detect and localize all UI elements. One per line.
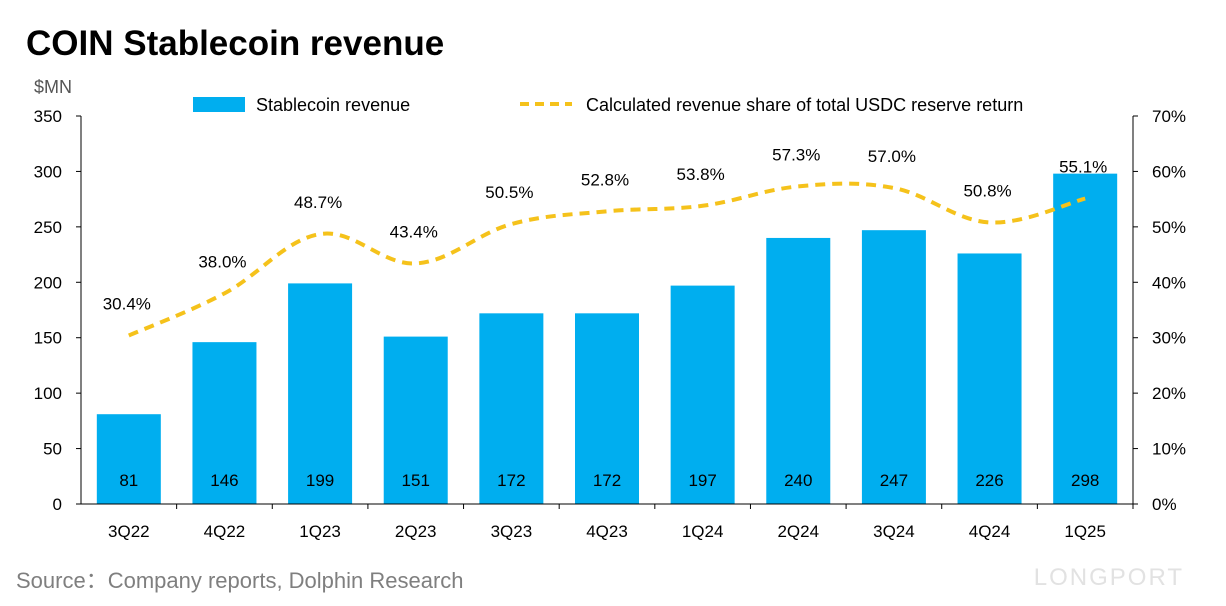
line-label-1Q23: 48.7% (294, 193, 342, 212)
bar-label-1Q25: 298 (1071, 471, 1099, 490)
y2-tick-label: 70% (1152, 107, 1186, 126)
bar-label-3Q22: 81 (119, 471, 138, 490)
bar-label-3Q24: 247 (880, 471, 908, 490)
line-label-3Q23: 50.5% (485, 183, 533, 202)
y-tick-label: 200 (34, 273, 62, 292)
bar-3Q24 (861, 230, 926, 504)
bar-4Q24 (957, 253, 1022, 504)
x-tick-label: 4Q24 (969, 522, 1011, 541)
y-tick-label: 300 (34, 162, 62, 181)
bar-label-1Q23: 199 (306, 471, 334, 490)
y2-tick-label: 10% (1152, 440, 1186, 459)
bar-label-1Q24: 197 (688, 471, 716, 490)
line-label-4Q22: 38.0% (198, 252, 246, 271)
y2-tick-label: 0% (1152, 495, 1177, 514)
y2-tick-label: 20% (1152, 384, 1186, 403)
chart-title: COIN Stablecoin revenue (26, 24, 445, 63)
x-tick-label: 2Q23 (395, 522, 437, 541)
line-label-2Q24: 57.3% (772, 145, 820, 164)
bar-1Q25 (1053, 173, 1118, 504)
line-label-1Q24: 53.8% (677, 165, 725, 184)
legend-swatch-bar (193, 97, 245, 112)
y-tick-label: 0 (53, 495, 62, 514)
y-axis-label: $MN (34, 77, 72, 97)
bar-4Q22 (192, 342, 257, 504)
y2-tick-label: 60% (1152, 162, 1186, 181)
bar-4Q23 (575, 313, 639, 504)
legend: Stablecoin revenue Calculated revenue sh… (193, 95, 1023, 115)
legend-label-bar: Stablecoin revenue (256, 95, 410, 115)
bar-label-4Q24: 226 (975, 471, 1003, 490)
bar-label-group: 81 146 199 151 172 172 197 240 247 226 298 (119, 471, 1099, 490)
bar-1Q24 (670, 285, 735, 504)
y-tick-label: 50 (43, 440, 62, 459)
y-tick-label: 100 (34, 384, 62, 403)
x-tick-label: 2Q24 (777, 522, 819, 541)
y-tick-label: 150 (34, 329, 62, 348)
line-label-1Q25: 55.1% (1059, 158, 1107, 177)
bar-3Q23 (479, 313, 544, 504)
line-group: 30.4% 38.0% 48.7% 43.4% 50.5% 52.8% 53.8% 57.3%… (103, 145, 1107, 338)
x-tick-label: 3Q23 (491, 522, 533, 541)
bar-1Q23 (288, 283, 353, 504)
axes: 0 50 100 150 200 250 300 350 0% 10% 20% 30% 40% 50% 60… (34, 107, 1186, 541)
y-tick-label: 350 (34, 107, 62, 126)
legend-label-line: Calculated revenue share of total USDC r… (586, 95, 1023, 115)
x-tick-label: 1Q25 (1064, 522, 1106, 541)
bar-label-4Q22: 146 (210, 471, 238, 490)
bar-group (96, 173, 1118, 504)
line-label-4Q24: 50.8% (963, 181, 1011, 200)
line-label-3Q24: 57.0% (868, 147, 916, 166)
share-line (128, 181, 1086, 338)
x-tick-label: 1Q23 (299, 522, 341, 541)
bar-3Q22 (96, 414, 161, 504)
line-label-4Q23: 52.8% (581, 170, 629, 189)
bar-2Q24 (766, 237, 831, 504)
y2-tick-label: 50% (1152, 218, 1186, 237)
bar-label-4Q23: 172 (593, 471, 621, 490)
watermark: LONGPORT (1033, 564, 1184, 591)
x-tick-label: 3Q24 (873, 522, 915, 541)
bar-label-3Q23: 172 (497, 471, 525, 490)
y-tick-label: 250 (34, 218, 62, 237)
line-label-3Q22: 30.4% (103, 294, 151, 313)
bar-label-2Q24: 240 (784, 471, 812, 490)
x-tick-label: 4Q23 (586, 522, 628, 541)
line-label-2Q23: 43.4% (390, 222, 438, 241)
y2-tick-label: 30% (1152, 329, 1186, 348)
x-tick-label: 4Q22 (204, 522, 246, 541)
x-tick-label: 1Q24 (682, 522, 724, 541)
bar-label-2Q23: 151 (402, 471, 430, 490)
y2-tick-label: 40% (1152, 273, 1186, 292)
x-tick-label: 3Q22 (108, 522, 150, 541)
bar-2Q23 (383, 336, 448, 504)
source-note: Source：Company reports, Dolphin Research (16, 568, 464, 593)
